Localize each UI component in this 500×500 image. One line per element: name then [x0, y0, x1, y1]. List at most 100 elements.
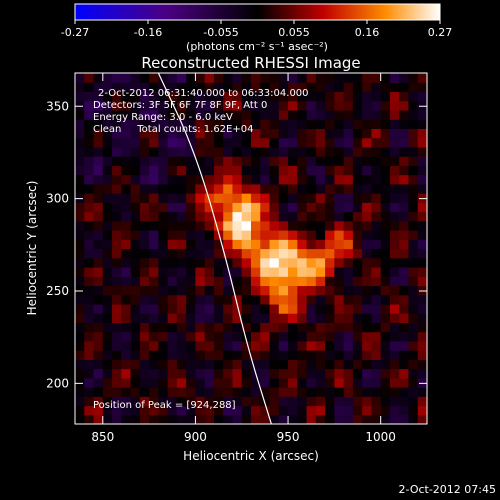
heatmap-cell: [130, 276, 141, 287]
heatmap-cell: [306, 396, 317, 407]
heatmap-cell: [352, 340, 363, 351]
y-axis-ticks: 200 250 300 350: [46, 99, 427, 390]
heatmap-cell: [389, 156, 400, 166]
heatmap-cell: [251, 91, 261, 102]
heatmap-cell: [297, 146, 308, 157]
heatmap-cell: [232, 266, 243, 277]
heatmap-cell: [75, 414, 85, 424]
heatmap-cell: [334, 239, 345, 250]
heatmap-cell: [408, 193, 419, 203]
heatmap-cell: [102, 100, 113, 111]
heatmap-cell: [399, 193, 410, 203]
heatmap-cell: [102, 257, 113, 268]
heatmap-cell: [278, 100, 289, 111]
heatmap-cell: [371, 276, 382, 287]
heatmap-cell: [176, 230, 187, 240]
heatmap-cell: [306, 303, 317, 314]
heatmap-cell: [306, 230, 317, 240]
heatmap-cell: [269, 119, 280, 130]
heatmap-cell: [167, 100, 178, 111]
heatmap-cell: [417, 220, 427, 231]
heatmap-cell: [399, 276, 410, 287]
heatmap-cell: [232, 128, 243, 139]
heatmap-cell: [241, 276, 252, 287]
heatmap-cell: [112, 146, 122, 157]
heatmap-cell: [112, 220, 122, 231]
heatmap-cell: [223, 285, 234, 296]
heatmap-cell: [334, 91, 345, 102]
heatmap-cell: [121, 174, 132, 185]
heatmap-cell: [149, 174, 159, 185]
heatmap-cell: [306, 239, 317, 250]
heatmap-cell: [417, 137, 427, 148]
heatmap-cell: [121, 146, 132, 157]
heatmap-cell: [269, 128, 280, 139]
heatmap-cell: [325, 368, 335, 379]
heatmap-cell: [186, 183, 197, 194]
heatmap-cell: [417, 387, 427, 397]
solar-limb-line: [157, 73, 272, 424]
heatmap-cell: [334, 285, 345, 296]
heatmap-cell: [158, 285, 169, 296]
heatmap-cell: [251, 414, 261, 424]
heatmap-cell: [186, 294, 197, 305]
heatmap-cell: [260, 146, 271, 157]
heatmap-cell: [362, 285, 373, 296]
heatmap-cell: [84, 285, 95, 296]
annotation-clean-counts: Clean Total counts: 1.62E+04: [93, 124, 253, 135]
heatmap-cell: [158, 368, 169, 379]
heatmap-cell: [315, 322, 326, 333]
heatmap-cell: [417, 183, 427, 194]
heatmap-cell: [204, 220, 215, 231]
heatmap-cell: [389, 350, 400, 360]
heatmap-cell: [195, 156, 206, 166]
heatmap-cell: [380, 193, 391, 203]
heatmap-cell: [102, 350, 113, 360]
heatmap-cell: [306, 266, 317, 277]
heatmap-cell: [251, 396, 261, 407]
heatmap-cell: [75, 73, 85, 83]
heatmap-cell: [334, 387, 345, 397]
heatmap-cell: [223, 331, 234, 342]
heatmap-cell: [251, 220, 261, 231]
heatmap-cell: [352, 146, 363, 157]
heatmap-cell: [176, 193, 187, 203]
heatmap-cell: [269, 109, 280, 120]
heatmap-cell: [343, 128, 354, 139]
heatmap-cell: [204, 156, 215, 166]
heatmap-cell: [84, 303, 95, 314]
heatmap-cell: [93, 220, 104, 231]
heatmap-cell: [260, 156, 271, 166]
heatmap-cell: [75, 331, 85, 342]
annotation-energy-range: Energy Range: 3.0 - 6.0 keV: [93, 112, 233, 123]
heatmap-cell: [167, 331, 178, 342]
heatmap-cell: [223, 387, 234, 397]
heatmap-cell: [269, 285, 280, 296]
heatmap-cell: [371, 322, 382, 333]
heatmap-cell: [112, 368, 122, 379]
heatmap-cell: [149, 100, 159, 111]
heatmap-cell: [195, 109, 206, 120]
heatmap-cell: [260, 322, 271, 333]
heatmap-cell: [260, 331, 271, 342]
heatmap-cell: [241, 322, 252, 333]
heatmap-cell: [325, 156, 335, 166]
heatmap-cell: [75, 377, 85, 388]
heatmap-cell: [417, 313, 427, 323]
heatmap-cell: [102, 359, 113, 370]
heatmap-cell: [204, 405, 215, 416]
heatmap-cell: [130, 377, 141, 388]
heatmap-cell: [186, 211, 197, 222]
heatmap-cell: [251, 303, 261, 314]
heatmap-cell: [334, 174, 345, 185]
heatmap-cell: [380, 313, 391, 323]
heatmap-cell: [121, 414, 132, 424]
heatmap-cell: [389, 313, 400, 323]
heatmap-cell: [186, 137, 197, 148]
x-tick-label: 950: [277, 430, 300, 444]
heatmap-cell: [288, 91, 298, 102]
heatmap-cell: [241, 91, 252, 102]
heatmap-cell: [352, 128, 363, 139]
heatmap-cell: [176, 82, 187, 93]
